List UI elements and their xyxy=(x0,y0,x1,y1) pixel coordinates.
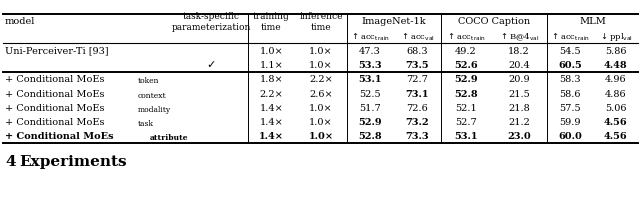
Text: 4.86: 4.86 xyxy=(605,89,627,98)
Text: training
time: training time xyxy=(253,12,290,32)
Text: + Conditional MoEs: + Conditional MoEs xyxy=(5,118,108,126)
Text: 60.5: 60.5 xyxy=(558,61,582,70)
Text: $\uparrow$acc$_{\rm train}$: $\uparrow$acc$_{\rm train}$ xyxy=(550,31,590,43)
Text: + Conditional MoEs: + Conditional MoEs xyxy=(5,103,108,112)
Text: 1.0×: 1.0× xyxy=(260,46,284,55)
Text: 21.2: 21.2 xyxy=(508,118,530,126)
Text: 53.3: 53.3 xyxy=(358,61,382,70)
Text: 5.86: 5.86 xyxy=(605,46,627,55)
Text: model: model xyxy=(5,17,35,26)
Text: 4.48: 4.48 xyxy=(604,61,627,70)
Text: 23.0: 23.0 xyxy=(507,132,531,141)
Text: 21.8: 21.8 xyxy=(508,103,530,112)
Text: 1.8×: 1.8× xyxy=(260,75,284,84)
Text: 4.56: 4.56 xyxy=(604,118,627,126)
Text: $\uparrow$acc$_{\rm train}$: $\uparrow$acc$_{\rm train}$ xyxy=(446,31,486,43)
Text: 73.2: 73.2 xyxy=(405,118,429,126)
Text: 59.9: 59.9 xyxy=(559,118,580,126)
Text: 54.5: 54.5 xyxy=(559,46,581,55)
Text: 4: 4 xyxy=(5,154,15,168)
Text: 73.3: 73.3 xyxy=(405,132,429,141)
Text: 68.3: 68.3 xyxy=(406,46,428,55)
Text: 4.56: 4.56 xyxy=(604,132,627,141)
Text: COCO Caption: COCO Caption xyxy=(458,17,530,26)
Text: 58.3: 58.3 xyxy=(559,75,581,84)
Text: 73.1: 73.1 xyxy=(405,89,429,98)
Text: 52.9: 52.9 xyxy=(454,75,478,84)
Text: 52.9: 52.9 xyxy=(358,118,382,126)
Text: 52.1: 52.1 xyxy=(455,103,477,112)
Text: 2.2×: 2.2× xyxy=(309,75,333,84)
Text: 72.7: 72.7 xyxy=(406,75,428,84)
Text: + Conditional MoEs: + Conditional MoEs xyxy=(5,75,108,84)
Text: MLM: MLM xyxy=(579,17,606,26)
Text: 57.5: 57.5 xyxy=(559,103,581,112)
Text: + Conditional MoEs: + Conditional MoEs xyxy=(5,132,117,141)
Text: 21.5: 21.5 xyxy=(508,89,530,98)
Text: 1.0×: 1.0× xyxy=(309,46,333,55)
Text: 5.06: 5.06 xyxy=(605,103,627,112)
Text: 1.0×: 1.0× xyxy=(309,61,333,70)
Text: 47.3: 47.3 xyxy=(359,46,381,55)
Text: 52.8: 52.8 xyxy=(358,132,382,141)
Text: 2.6×: 2.6× xyxy=(309,89,333,98)
Text: 1.4×: 1.4× xyxy=(260,118,284,126)
Text: 20.4: 20.4 xyxy=(508,61,530,70)
Text: modality: modality xyxy=(138,105,170,113)
Text: task: task xyxy=(138,120,154,127)
Text: 51.7: 51.7 xyxy=(359,103,381,112)
Text: $\downarrow$ppl$_{\rm val}$: $\downarrow$ppl$_{\rm val}$ xyxy=(598,31,632,43)
Text: token: token xyxy=(138,77,159,85)
Text: 73.5: 73.5 xyxy=(405,61,429,70)
Text: $\uparrow$acc$_{\rm train}$: $\uparrow$acc$_{\rm train}$ xyxy=(350,31,390,43)
Text: 58.6: 58.6 xyxy=(559,89,580,98)
Text: 1.4×: 1.4× xyxy=(260,103,284,112)
Text: attribute: attribute xyxy=(150,134,188,142)
Text: 1.4×: 1.4× xyxy=(259,132,284,141)
Text: ImageNet-1k: ImageNet-1k xyxy=(362,17,426,26)
Text: Uni-Perceiver-Ti [93]: Uni-Perceiver-Ti [93] xyxy=(5,46,109,55)
Text: inference
time: inference time xyxy=(300,12,343,32)
Text: 1.0×: 1.0× xyxy=(309,103,333,112)
Text: 18.2: 18.2 xyxy=(508,46,530,55)
Text: 52.8: 52.8 xyxy=(454,89,478,98)
Text: 53.1: 53.1 xyxy=(454,132,477,141)
Text: + Conditional MoEs: + Conditional MoEs xyxy=(5,89,108,98)
Text: 52.5: 52.5 xyxy=(359,89,381,98)
Text: 52.7: 52.7 xyxy=(455,118,477,126)
Text: 52.6: 52.6 xyxy=(454,61,478,70)
Text: 20.9: 20.9 xyxy=(508,75,530,84)
Text: task-specific
parameterization: task-specific parameterization xyxy=(172,12,251,32)
Text: 1.0×: 1.0× xyxy=(309,118,333,126)
Text: 53.1: 53.1 xyxy=(358,75,381,84)
Text: 72.6: 72.6 xyxy=(406,103,428,112)
Text: 2.2×: 2.2× xyxy=(260,89,284,98)
Text: Experiments: Experiments xyxy=(19,154,127,168)
Text: $\uparrow$B@4$_{\rm val}$: $\uparrow$B@4$_{\rm val}$ xyxy=(499,31,539,42)
Text: 60.0: 60.0 xyxy=(558,132,582,141)
Text: context: context xyxy=(138,91,166,99)
Text: 1.0×: 1.0× xyxy=(308,132,333,141)
Text: 4.96: 4.96 xyxy=(605,75,627,84)
Text: $\uparrow$acc$_{\rm val}$: $\uparrow$acc$_{\rm val}$ xyxy=(399,31,435,43)
Text: 49.2: 49.2 xyxy=(455,46,477,55)
Text: ✓: ✓ xyxy=(207,60,216,70)
Text: 1.1×: 1.1× xyxy=(260,61,284,70)
